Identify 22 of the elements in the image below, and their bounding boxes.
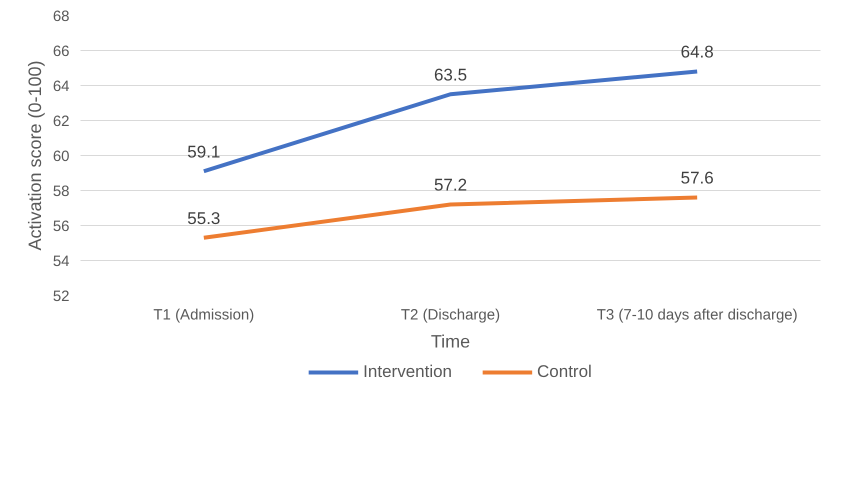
data-label: 57.6 [680, 168, 714, 188]
data-label: 55.3 [187, 208, 220, 228]
y-tick-label: 60 [52, 148, 70, 165]
y-tick-label: 52 [52, 288, 70, 305]
x-tick-label: T3 (7-10 days after discharge) [596, 306, 798, 324]
data-label: 59.1 [187, 142, 220, 162]
y-tick-label: 62 [52, 113, 70, 130]
y-tick-label: 66 [52, 43, 70, 60]
y-tick-label: 68 [52, 8, 70, 25]
x-axis-title: Time [430, 332, 470, 352]
x-tick-label: T1 (Admission) [153, 306, 254, 324]
y-tick-label: 54 [52, 253, 70, 270]
legend-label: Intervention [363, 362, 452, 382]
y-axis-title: Activation score (0-100) [24, 60, 45, 251]
y-tick-label: 58 [52, 183, 70, 200]
data-label: 64.8 [680, 42, 714, 62]
x-tick-label: T2 (Discharge) [400, 306, 500, 324]
y-tick-label: 64 [52, 78, 70, 95]
legend-label: Control [537, 362, 592, 382]
y-tick-label: 56 [52, 218, 70, 235]
data-label: 57.2 [434, 176, 468, 194]
data-label: 63.5 [434, 65, 468, 84]
